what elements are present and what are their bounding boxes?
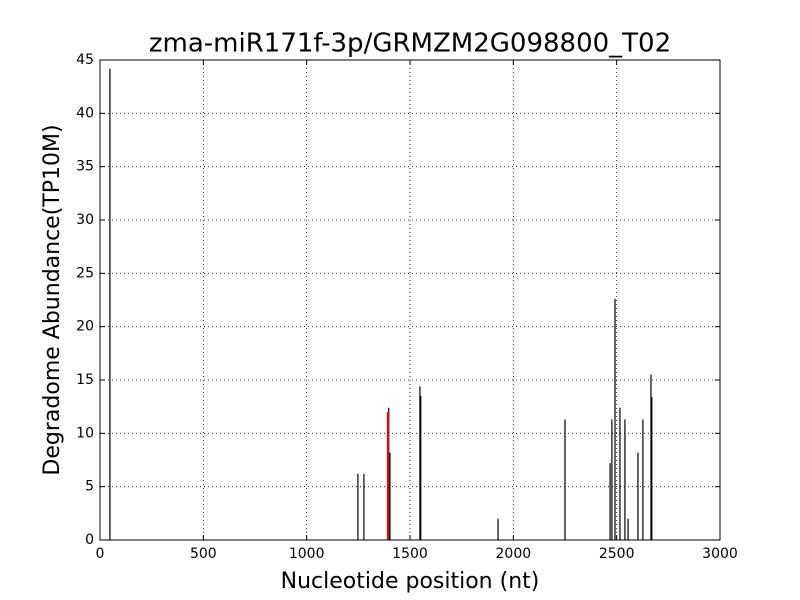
x-tick-label: 0 (96, 546, 105, 562)
x-tick-label: 1500 (392, 546, 428, 562)
y-tick-label: 25 (76, 265, 94, 281)
plot-frame (99, 59, 721, 541)
y-tick-label: 20 (76, 319, 94, 335)
x-tick-label: 500 (190, 546, 217, 562)
y-tick-label: 40 (76, 105, 94, 121)
x-axis-label: Nucleotide position (nt) (281, 569, 540, 594)
x-tick-label: 3000 (702, 546, 738, 562)
y-tick-label: 0 (85, 532, 94, 548)
y-tick-label: 15 (76, 372, 94, 388)
y-tick-label: 45 (76, 52, 94, 68)
y-axis-label: Degradome Abundance(TP10M) (40, 124, 65, 475)
chart-title: zma-miR171f-3p/GRMZM2G098800_T02 (149, 29, 671, 59)
x-tick-label: 2000 (496, 546, 532, 562)
x-tick-label: 2500 (599, 546, 635, 562)
y-tick-label: 10 (76, 425, 94, 441)
y-tick-label: 5 (85, 479, 94, 495)
x-tick-label: 1000 (289, 546, 325, 562)
y-tick-label: 35 (76, 159, 94, 175)
y-tick-label: 30 (76, 212, 94, 228)
